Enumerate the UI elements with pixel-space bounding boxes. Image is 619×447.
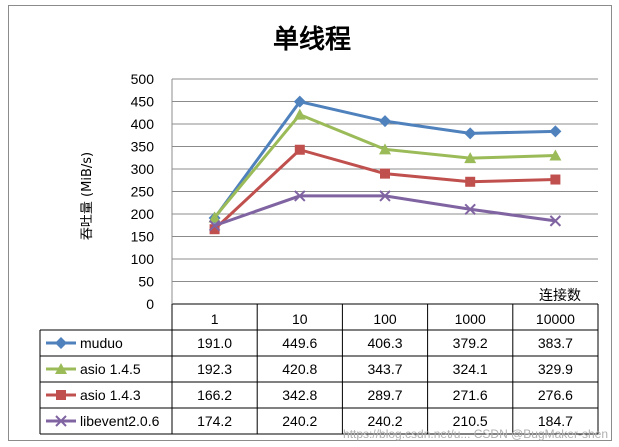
data-label: 343.7 — [367, 361, 402, 377]
data-label: 240.2 — [282, 413, 317, 429]
series-line — [213, 148, 556, 231]
y-tick-label: 300 — [131, 161, 155, 177]
legend-swatch-marker — [56, 390, 66, 400]
data-point — [379, 115, 391, 128]
chart-frame — [8, 5, 612, 441]
legend-swatch-marker — [55, 415, 67, 427]
data-point — [464, 127, 477, 140]
data-point — [549, 125, 562, 138]
y-axis-ticks: 0 50 100 150 200 250 300 350 400 450 500 — [131, 71, 155, 312]
data-point — [464, 203, 476, 215]
y-tick-label: 50 — [138, 274, 154, 290]
data-label: 191.0 — [197, 335, 232, 351]
data-point — [208, 211, 221, 223]
y-tick-label: 0 — [146, 296, 154, 312]
series-name: asio 1.4.3 — [80, 387, 141, 403]
data-point — [380, 168, 390, 179]
x-tick-label: 10000 — [536, 311, 575, 327]
legend-swatch-marker — [55, 337, 67, 349]
data-label: 166.2 — [197, 387, 232, 403]
x-tick-label: 1 — [211, 311, 219, 327]
data-point — [549, 215, 562, 227]
y-tick-label: 500 — [131, 71, 155, 87]
data-label: 379.2 — [453, 335, 488, 351]
series-name: muduo — [80, 335, 123, 351]
data-point — [293, 95, 306, 108]
data-point — [379, 143, 391, 155]
data-label: 276.6 — [538, 387, 573, 403]
y-tick-label: 250 — [131, 184, 155, 200]
series-name: libevent2.0.6 — [80, 413, 160, 429]
data-label: 383.7 — [538, 335, 573, 351]
x-tick-label: 10 — [292, 311, 308, 327]
data-label: 420.8 — [282, 361, 317, 377]
data-label: 342.8 — [282, 387, 317, 403]
data-label: 240.2 — [367, 413, 402, 429]
data-label: 324.1 — [453, 361, 488, 377]
y-tick-label: 200 — [131, 206, 155, 222]
data-label: 271.6 — [453, 387, 488, 403]
y-tick-label: 100 — [131, 251, 155, 267]
series-line — [213, 112, 556, 219]
y-tick-label: 150 — [131, 229, 155, 245]
y-axis-label: 吞吐量 (MiB/s) — [80, 152, 95, 240]
data-point — [294, 144, 305, 155]
data-label: 210.5 — [453, 413, 488, 429]
data-point — [294, 190, 306, 202]
data-label: 174.2 — [197, 413, 232, 429]
data-label: 289.7 — [367, 387, 402, 403]
data-label: 406.3 — [367, 335, 402, 351]
data-point — [208, 219, 221, 232]
data-point — [550, 174, 561, 185]
x-axis-label: 连接数 — [539, 287, 581, 303]
data-point — [464, 152, 477, 164]
data-label: 329.9 — [538, 361, 573, 377]
watermark: https://blog.csdn.net/u... CSDN @BugMake… — [343, 427, 608, 441]
data-label: 184.7 — [538, 413, 573, 429]
y-tick-label: 450 — [131, 94, 155, 110]
series-line — [214, 194, 556, 228]
y-tick-label: 400 — [131, 116, 155, 132]
legend-swatch-marker — [55, 363, 67, 374]
x-tick-label: 1000 — [455, 311, 486, 327]
data-label: 192.3 — [197, 361, 232, 377]
series-name: asio 1.4.5 — [80, 361, 141, 377]
data-point — [293, 108, 306, 120]
data-point — [549, 149, 562, 161]
series-layer — [208, 95, 562, 235]
data-point — [209, 224, 220, 235]
data-point — [379, 190, 391, 202]
data-label: 449.6 — [282, 335, 317, 351]
data-point — [465, 176, 476, 187]
chart-title: 单线程 — [273, 25, 351, 55]
data-table: 1 10 100 1000 10000 muduo 191.0 449.6 406.3 379.2… — [39, 304, 599, 435]
x-tick-label: 100 — [373, 311, 397, 327]
y-tick-label: 350 — [131, 139, 155, 155]
